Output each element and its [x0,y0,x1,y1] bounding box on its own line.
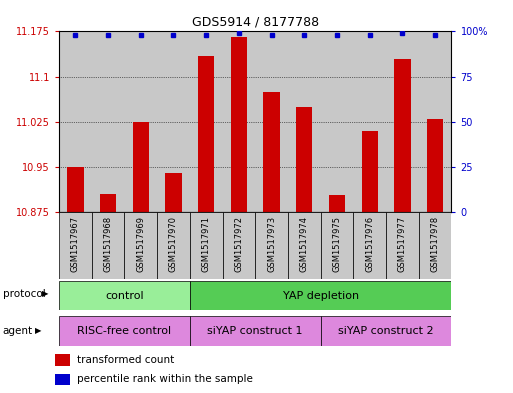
Bar [190,212,223,279]
Bar [92,31,124,212]
Bar [124,212,157,279]
Bar [67,167,84,212]
Text: ▶: ▶ [35,327,42,335]
Bar [394,59,410,212]
Bar [124,31,157,212]
Bar [296,107,312,212]
Bar [157,31,190,212]
Text: GSM1517971: GSM1517971 [202,215,211,272]
Text: GSM1517967: GSM1517967 [71,215,80,272]
Bar [190,31,223,212]
Text: GSM1517974: GSM1517974 [300,215,309,272]
Text: GSM1517975: GSM1517975 [332,215,342,272]
Bar [165,173,182,212]
Bar [157,212,190,279]
Bar [255,31,288,212]
Bar [231,37,247,212]
Bar [132,122,149,212]
Bar [321,316,451,346]
Text: control: control [105,291,144,301]
Bar [419,31,451,212]
Bar [353,31,386,212]
Bar [353,212,386,279]
Text: transformed count: transformed count [77,355,174,365]
Bar [59,281,190,310]
Text: percentile rank within the sample: percentile rank within the sample [77,375,253,384]
Bar [59,212,92,279]
Text: ▶: ▶ [42,289,49,298]
Bar [92,212,125,279]
Text: GSM1517969: GSM1517969 [136,215,145,272]
Text: YAP depletion: YAP depletion [283,291,359,301]
Bar [321,31,353,212]
Bar [100,194,116,212]
Bar [255,212,288,279]
Bar [59,316,190,346]
Text: GSM1517978: GSM1517978 [430,215,440,272]
Text: agent: agent [3,326,33,336]
Text: RISC-free control: RISC-free control [77,326,171,336]
Bar [190,281,451,310]
Text: GSM1517972: GSM1517972 [234,215,243,272]
Bar [59,31,92,212]
Bar [54,354,70,365]
Bar [288,31,321,212]
Bar [54,374,70,385]
Bar [223,31,255,212]
Text: siYAP construct 2: siYAP construct 2 [338,326,434,336]
Text: siYAP construct 1: siYAP construct 1 [207,326,303,336]
Text: protocol: protocol [3,288,45,299]
Bar [427,119,443,212]
Bar [288,212,321,279]
Bar [198,55,214,212]
Text: GSM1517968: GSM1517968 [104,215,112,272]
Text: GSM1517970: GSM1517970 [169,215,178,272]
Text: GSM1517973: GSM1517973 [267,215,276,272]
Bar [223,212,255,279]
Bar [386,212,419,279]
Bar [321,212,353,279]
Text: GSM1517976: GSM1517976 [365,215,374,272]
Bar [263,92,280,212]
Text: GSM1517977: GSM1517977 [398,215,407,272]
Bar [329,195,345,212]
Bar [419,212,451,279]
Title: GDS5914 / 8177788: GDS5914 / 8177788 [192,16,319,29]
Bar [190,316,321,346]
Bar [362,131,378,212]
Bar [386,31,419,212]
